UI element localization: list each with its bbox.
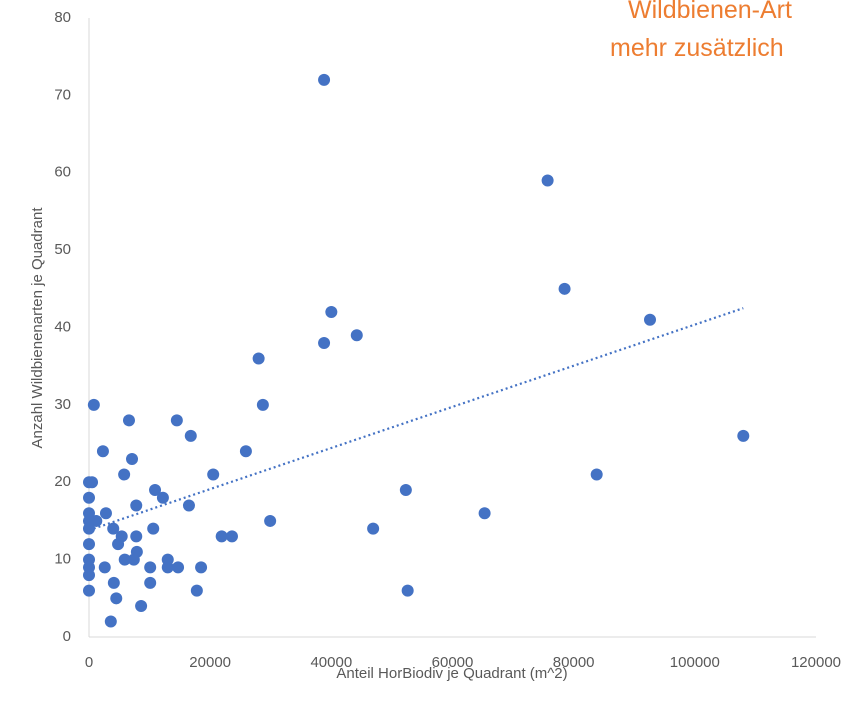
x-tick-label: 0	[85, 654, 93, 671]
x-tick-label: 40000	[310, 654, 352, 671]
y-tick-label: 10	[54, 551, 71, 568]
y-tick-label: 80	[54, 9, 71, 26]
point	[172, 561, 185, 574]
point	[107, 522, 120, 535]
point	[112, 538, 125, 551]
x-tick-label: 120000	[791, 654, 841, 671]
point	[239, 445, 252, 458]
y-axis-label: Anzahl Wildbienenarten je Quadrant	[29, 207, 46, 449]
point	[318, 73, 331, 86]
x-axis-label: Anteil HorBiodiv je Quadrant (m^2)	[336, 665, 567, 682]
point	[558, 282, 571, 295]
y-tick-label: 60	[54, 164, 71, 181]
y-tick-label: 0	[63, 628, 71, 645]
point	[147, 522, 160, 535]
point	[541, 174, 554, 187]
point	[107, 576, 120, 589]
point	[99, 507, 112, 520]
point	[118, 468, 131, 481]
point	[195, 561, 208, 574]
point	[590, 468, 603, 481]
point	[149, 483, 162, 496]
point	[130, 499, 143, 512]
point	[127, 553, 140, 566]
point	[256, 398, 269, 411]
x-tick-label: 20000	[189, 654, 231, 671]
point	[215, 530, 228, 543]
point	[170, 414, 183, 427]
point	[98, 561, 111, 574]
point	[401, 584, 414, 597]
trendline	[88, 307, 744, 532]
point	[83, 538, 95, 551]
point	[207, 468, 220, 481]
point	[367, 522, 380, 535]
y-tick-label: 40	[54, 318, 71, 335]
point	[318, 336, 331, 349]
point	[161, 561, 174, 574]
point	[83, 491, 95, 504]
point	[225, 530, 238, 543]
x-tick-label: 100000	[670, 654, 720, 671]
point	[182, 499, 195, 512]
point	[144, 576, 157, 589]
annotation: Wildbienen-Art	[628, 0, 792, 24]
point	[135, 600, 148, 613]
point	[83, 569, 95, 582]
x-tick-label: 80000	[553, 654, 595, 671]
point	[644, 313, 657, 326]
point	[252, 352, 265, 365]
y-tick-label: 30	[54, 396, 71, 413]
point	[399, 483, 412, 496]
y-tick-label: 50	[54, 241, 71, 258]
point	[264, 514, 277, 527]
point	[156, 491, 169, 504]
point	[350, 329, 363, 342]
point	[83, 584, 95, 597]
point	[126, 453, 139, 466]
point	[130, 530, 143, 543]
annotation: mehr zusätzlich	[610, 34, 784, 62]
point	[83, 522, 95, 535]
y-tick-label: 70	[54, 86, 71, 103]
point	[184, 429, 197, 442]
point	[478, 507, 491, 520]
point	[144, 561, 157, 574]
point	[96, 445, 109, 458]
point	[118, 553, 131, 566]
point	[325, 306, 338, 319]
point	[122, 414, 135, 427]
point	[110, 592, 123, 605]
point	[87, 398, 100, 411]
point	[86, 476, 99, 489]
x-tick-label: 60000	[432, 654, 474, 671]
point	[737, 429, 750, 442]
point	[190, 584, 203, 597]
y-tick-label: 20	[54, 473, 71, 490]
point	[104, 615, 117, 628]
